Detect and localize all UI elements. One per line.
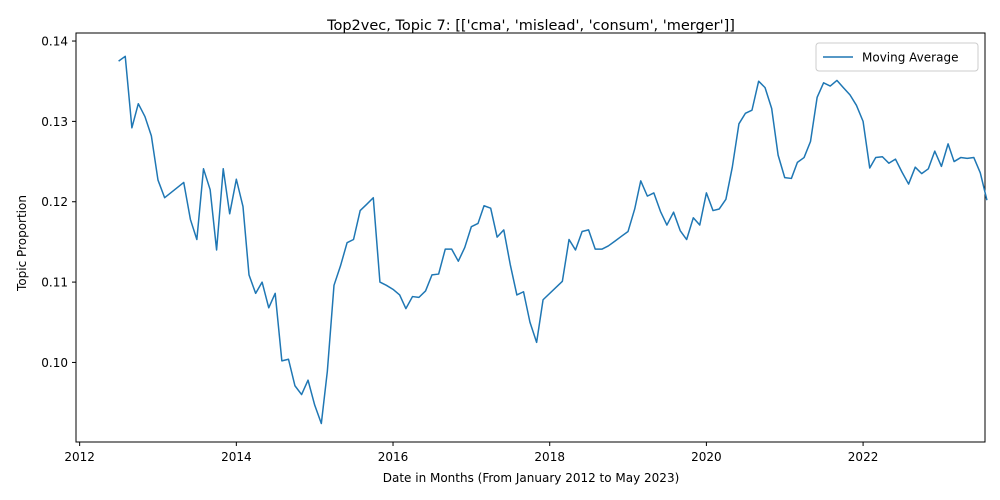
x-tick-label: 2022 bbox=[848, 450, 879, 464]
chart-title: Top2vec, Topic 7: [['cma', 'mislead', 'c… bbox=[326, 18, 735, 34]
legend-box bbox=[815, 42, 979, 72]
x-tick-label: 2014 bbox=[221, 450, 252, 464]
y-tick-label: 0.13 bbox=[41, 115, 68, 129]
x-tick-label: 2018 bbox=[534, 450, 565, 464]
y-tick-label: 0.12 bbox=[41, 195, 68, 209]
series-line-moving-average bbox=[118, 55, 988, 425]
legend-label: Moving Average bbox=[862, 51, 958, 65]
x-tick-label: 2020 bbox=[691, 450, 722, 464]
legend: Moving Average bbox=[815, 42, 979, 72]
plot-area-frame bbox=[75, 32, 986, 443]
x-axis-label: Date in Months (From January 2012 to May… bbox=[383, 471, 680, 485]
x-tick-label: 2016 bbox=[378, 450, 409, 464]
y-tick-label: 0.14 bbox=[41, 35, 68, 49]
y-tick-label: 0.10 bbox=[41, 356, 68, 370]
x-tick-label: 2012 bbox=[64, 450, 95, 464]
y-axis-label: Topic Proportion bbox=[15, 195, 29, 292]
y-tick-label: 0.11 bbox=[41, 276, 68, 290]
